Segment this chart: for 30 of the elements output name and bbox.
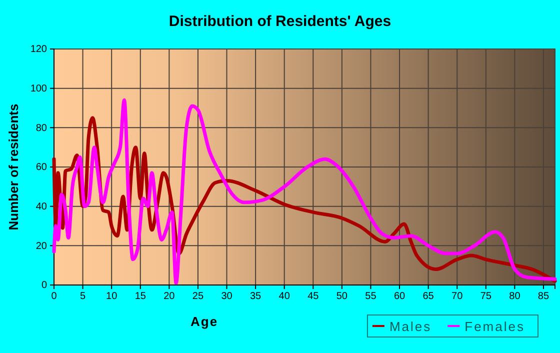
- y-axis-title: Number of residents: [6, 104, 21, 230]
- x-tick-label: 70: [452, 291, 464, 302]
- x-tick-label: 75: [480, 291, 492, 302]
- x-tick-label: 10: [106, 291, 118, 302]
- legend-label: Females: [464, 319, 525, 334]
- x-tick-label: 5: [80, 291, 86, 302]
- y-tick-label: 100: [30, 84, 48, 95]
- x-tick-label: 50: [336, 291, 348, 302]
- x-tick-label: 15: [134, 291, 146, 302]
- y-tick-label: 40: [36, 202, 48, 213]
- y-tick-label: 120: [30, 44, 48, 56]
- y-tick-label: 20: [36, 240, 48, 252]
- x-tick-label: 30: [221, 291, 233, 302]
- x-tick-label: 40: [278, 291, 290, 302]
- x-tick-label: 20: [164, 291, 176, 302]
- x-tick-label: 0: [51, 291, 58, 302]
- x-tick-label: 60: [394, 291, 406, 302]
- y-tick-label: 80: [36, 122, 48, 134]
- x-tick-label: 25: [192, 291, 204, 302]
- y-tick-label: 60: [36, 162, 48, 174]
- x-tick-label: 45: [308, 291, 320, 302]
- y-tick-label: 0: [41, 280, 48, 292]
- x-tick-label: 65: [422, 291, 434, 302]
- x-tick-label: 55: [365, 291, 377, 302]
- x-axis-title: Age: [190, 314, 218, 329]
- legend-label: Males: [389, 319, 432, 334]
- x-tick-label: 85: [538, 291, 550, 302]
- x-tick-label: 35: [250, 291, 262, 302]
- x-tick-label: 80: [509, 291, 521, 302]
- chart-title: Distribution of Residents' Ages: [168, 13, 392, 30]
